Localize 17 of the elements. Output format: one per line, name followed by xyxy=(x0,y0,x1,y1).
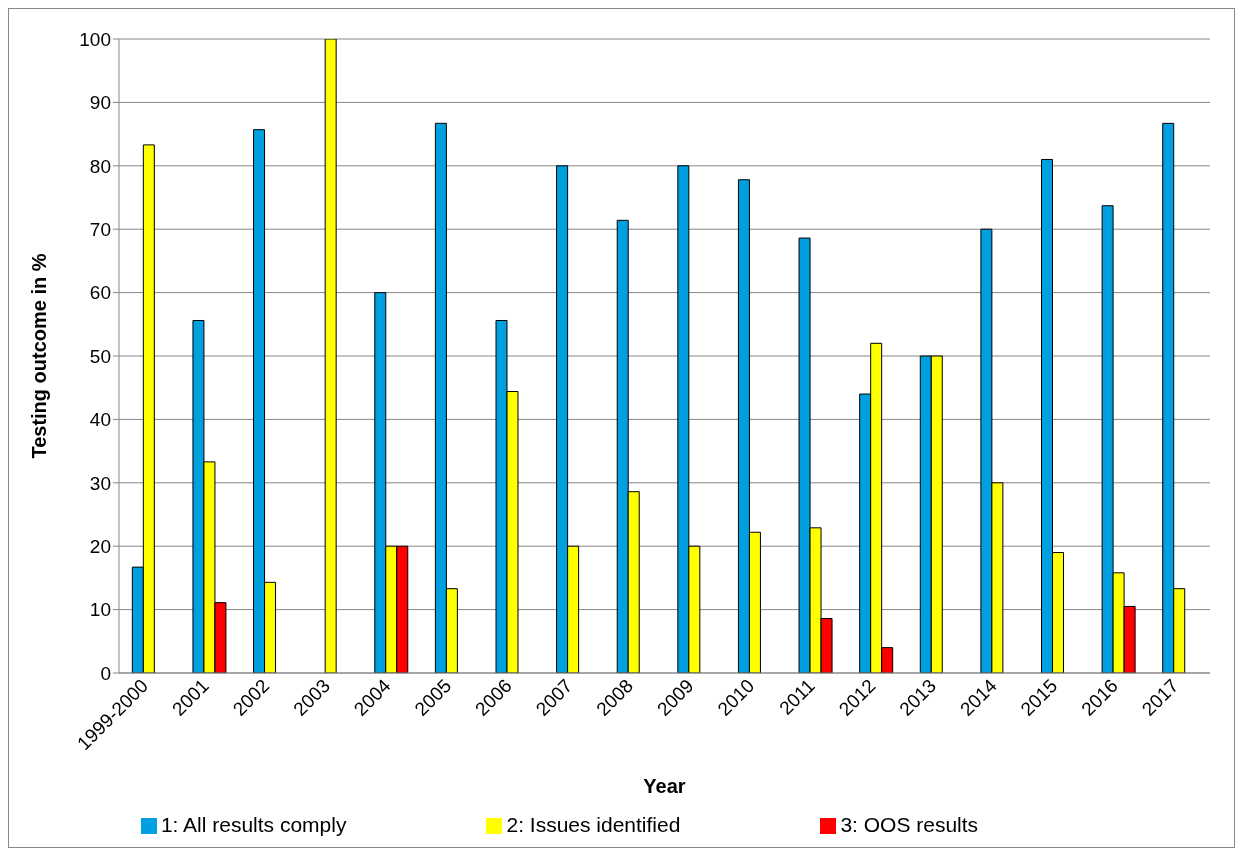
y-tick-label: 30 xyxy=(89,472,111,494)
y-tick-label: 20 xyxy=(89,535,111,557)
y-axis-title: Testing outcome in % xyxy=(28,253,51,459)
y-tick-label: 100 xyxy=(79,28,111,50)
y-tick-label: 10 xyxy=(89,599,111,621)
y-tick-label: 80 xyxy=(89,155,111,177)
y-tick-label: 60 xyxy=(89,282,111,304)
y-tick-label: 0 xyxy=(100,662,111,684)
y-tick-label: 70 xyxy=(89,218,111,240)
y-tick-label: 50 xyxy=(89,345,111,367)
x-axis-title: Year xyxy=(643,775,686,797)
y-tick-label: 90 xyxy=(89,92,111,114)
legend-label: 3: OOS results xyxy=(840,813,979,836)
legend-label: 1: All results comply xyxy=(160,813,347,836)
bar xyxy=(324,39,337,673)
legend-label: 2: Issues identified xyxy=(506,813,681,836)
y-tick-label: 40 xyxy=(89,409,111,431)
